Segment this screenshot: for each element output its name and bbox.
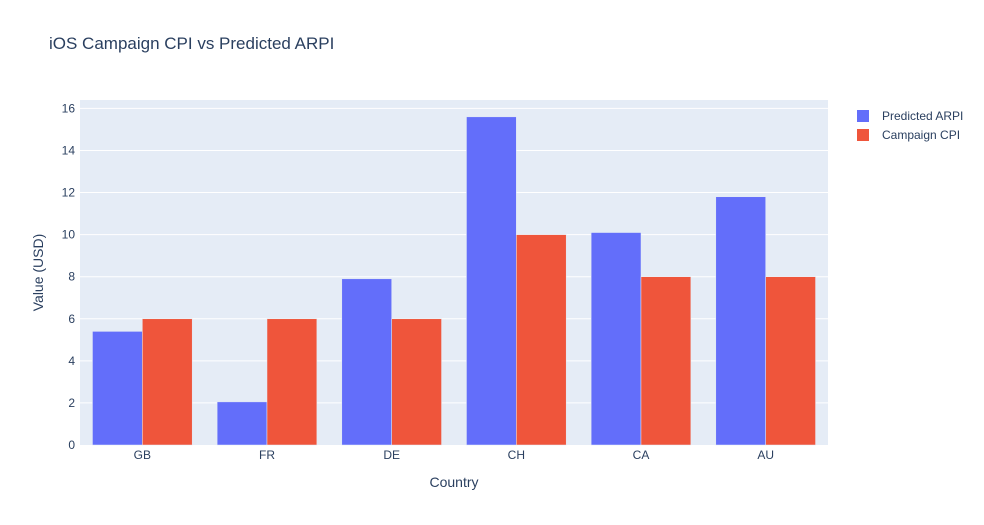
bar-predicted-arpi-de[interactable]: [341, 278, 392, 446]
gridlines: [80, 107, 828, 404]
x-tick-label: GB: [134, 448, 151, 462]
x-tick-label: CH: [508, 448, 525, 462]
bar-predicted-arpi-gb[interactable]: [92, 331, 143, 446]
x-tick-label: AU: [757, 448, 774, 462]
bar-campaign-cpi-ca[interactable]: [640, 276, 692, 446]
bar-predicted-arpi-fr[interactable]: [216, 401, 268, 446]
x-axis-title: Country: [429, 474, 478, 490]
y-tick-label: 10: [62, 228, 76, 242]
legend: Predicted ARPI Campaign CPI: [857, 106, 963, 144]
y-tick-label: 8: [68, 270, 75, 284]
y-tick-label: 12: [62, 186, 76, 200]
bar-predicted-arpi-ch[interactable]: [466, 116, 517, 446]
y-tick-label: 6: [68, 312, 75, 326]
y-axis-ticks: 0 2 4 6 8 10 12 14 16: [62, 101, 76, 452]
plot-background: [80, 100, 828, 445]
legend-label-campaign-cpi: Campaign CPI: [882, 127, 961, 142]
bars: [92, 116, 816, 446]
x-tick-label: CA: [633, 448, 650, 462]
y-tick-label: 14: [62, 143, 76, 157]
y-tick-label: 4: [68, 354, 75, 368]
legend-swatch-campaign-cpi: [857, 128, 869, 141]
bar-predicted-arpi-au[interactable]: [715, 196, 766, 446]
bar-campaign-cpi-fr[interactable]: [266, 318, 318, 446]
legend-label-predicted-arpi: Predicted ARPI: [882, 108, 964, 123]
x-tick-label: FR: [259, 448, 275, 462]
x-tick-label: DE: [383, 448, 400, 462]
legend-swatch-predicted-arpi: [857, 109, 869, 122]
bar-campaign-cpi-de[interactable]: [391, 318, 442, 446]
bar-campaign-cpi-au[interactable]: [765, 276, 816, 446]
bar-campaign-cpi-ch[interactable]: [516, 234, 567, 446]
y-tick-label: 16: [62, 101, 76, 115]
y-tick-label: 0: [68, 438, 75, 452]
legend-item-predicted-arpi[interactable]: Predicted ARPI: [857, 106, 963, 125]
x-axis-ticks: GB FR DE CH CA AU: [134, 448, 774, 462]
chart-title: iOS Campaign CPI vs Predicted ARPI: [49, 34, 335, 53]
legend-item-campaign-cpi[interactable]: Campaign CPI: [857, 125, 963, 144]
bar-predicted-arpi-ca[interactable]: [590, 232, 642, 446]
y-tick-label: 2: [68, 396, 75, 410]
bar-campaign-cpi-gb[interactable]: [142, 318, 193, 446]
y-axis-title: Value (USD): [30, 234, 46, 312]
